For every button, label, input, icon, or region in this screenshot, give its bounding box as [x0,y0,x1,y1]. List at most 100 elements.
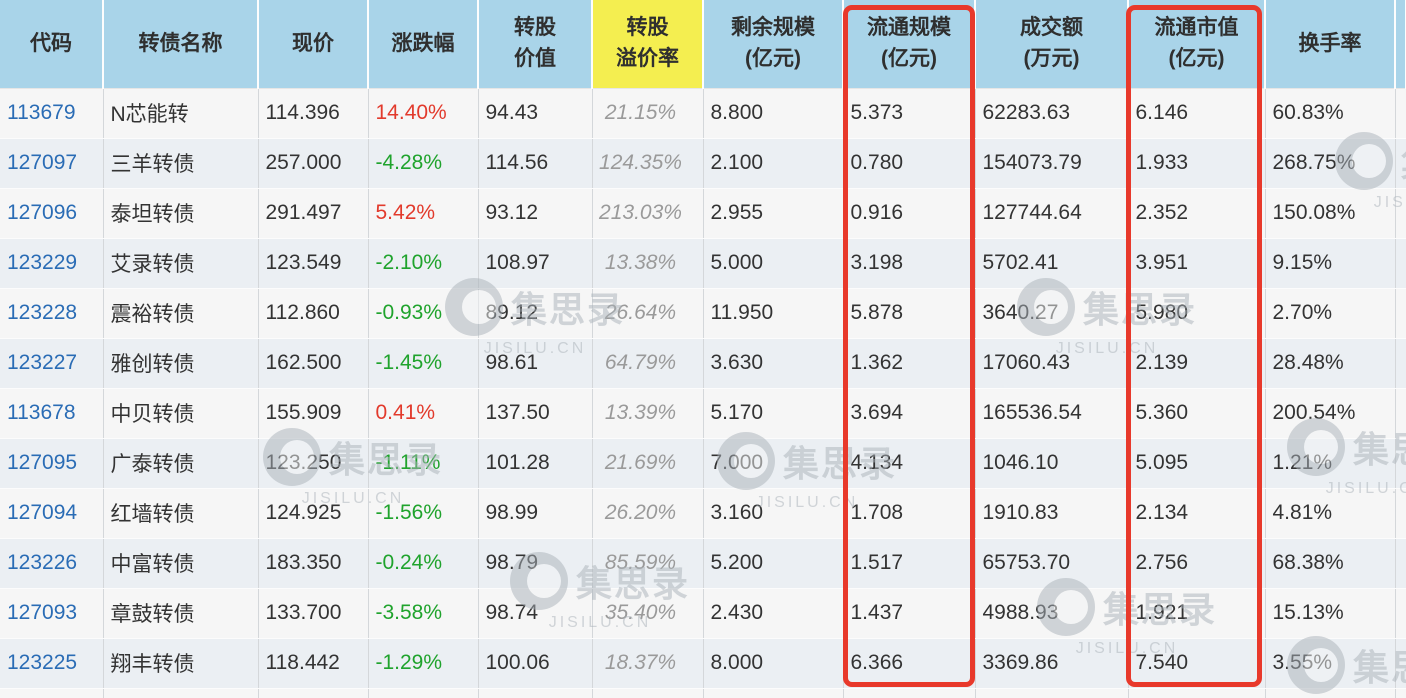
premium-rate-cell [592,688,704,698]
circulating-market-value-cell: 6.146 [1128,88,1266,139]
bond-code-link[interactable]: 113679 [0,88,104,139]
col-header-change[interactable]: 涨跌幅 [368,0,479,89]
change-cell: 0.41% [368,388,479,439]
price-cell: 155.909 [258,388,369,439]
price-cell: 114.396 [258,88,369,139]
conversion-value-cell: 98.99 [478,488,593,539]
table-row: 113678 中贝转债 155.909 0.41% 137.50 13.39% … [0,388,1406,439]
turnover-rate-cell: 268.75% [1265,138,1396,189]
turnover-rate-cell: 200.54% [1265,388,1396,439]
conversion-value-cell: 89.12 [478,288,593,339]
remaining-size-cell: 8.000 [703,638,844,689]
bond-code-link[interactable]: 123226 [0,538,104,589]
circulating-market-value-cell: 2.139 [1128,338,1266,389]
bond-code-link[interactable]: 123229 [0,238,104,289]
bond-name-cell: 翔丰转债 [103,638,259,689]
conversion-value-cell: 98.79 [478,538,593,589]
table-row: 123228 震裕转债 112.860 -0.93% 89.12 26.64% … [0,288,1406,339]
turnover-rate-cell: 1.21% [1265,438,1396,489]
clipped-cell [1395,88,1406,139]
clipped-cell [1395,588,1406,639]
circulating-size-cell: 3.694 [843,388,976,439]
circulating-market-value-cell: 5.095 [1128,438,1266,489]
circulating-size-cell: 1.437 [843,588,976,639]
turnover-rate-cell: 9.15% [1265,238,1396,289]
circulating-market-value-cell: 3.951 [1128,238,1266,289]
bond-name-cell: 中富转债 [103,538,259,589]
circulating-size-cell: 5.878 [843,288,976,339]
circulating-size-cell [843,688,976,698]
bond-code-link[interactable] [0,688,104,698]
price-cell: 123.549 [258,238,369,289]
col-header-turnover-amount[interactable]: 成交额 (万元) [975,0,1129,89]
circulating-size-cell: 4.134 [843,438,976,489]
table-row: 127094 红墙转债 124.925 -1.56% 98.99 26.20% … [0,488,1406,539]
bond-code-link[interactable]: 127095 [0,438,104,489]
change-cell: 5.42% [368,188,479,239]
bond-name-cell: 震裕转债 [103,288,259,339]
col-header-code[interactable]: 代码 [0,0,104,89]
change-cell: -1.29% [368,638,479,689]
price-cell: 118.442 [258,638,369,689]
price-cell [258,688,369,698]
price-cell: 133.700 [258,588,369,639]
bond-code-link[interactable]: 123227 [0,338,104,389]
premium-rate-cell: 64.79% [592,338,704,389]
col-header-circulating-market-value[interactable]: 流通市值 (亿元) [1128,0,1266,89]
change-cell: -1.11% [368,438,479,489]
change-cell [368,688,479,698]
clipped-cell [1395,688,1406,698]
col-header-premium-rate[interactable]: 转股 溢价率 [592,0,704,89]
turnover-amount-cell: 165536.54 [975,388,1129,439]
bond-code-link[interactable]: 123225 [0,638,104,689]
remaining-size-cell: 11.950 [703,288,844,339]
circulating-market-value-cell: 1.921 [1128,588,1266,639]
clipped-cell [1395,188,1406,239]
clipped-cell [1395,638,1406,689]
col-header-bond-name[interactable]: 转债名称 [103,0,259,89]
price-cell: 112.860 [258,288,369,339]
change-cell: -2.10% [368,238,479,289]
circulating-market-value-cell: 2.134 [1128,488,1266,539]
bond-code-link[interactable]: 123228 [0,288,104,339]
col-header-conversion-value[interactable]: 转股 价值 [478,0,593,89]
circulating-market-value-cell: 2.756 [1128,538,1266,589]
premium-rate-cell: 26.20% [592,488,704,539]
bond-name-cell [103,688,259,698]
col-header-remaining-size[interactable]: 剩余规模 (亿元) [703,0,844,89]
remaining-size-cell: 5.170 [703,388,844,439]
conversion-value-cell: 94.43 [478,88,593,139]
price-cell: 124.925 [258,488,369,539]
bond-code-link[interactable]: 127096 [0,188,104,239]
remaining-size-cell: 2.430 [703,588,844,639]
change-cell: -3.58% [368,588,479,639]
remaining-size-cell: 5.000 [703,238,844,289]
price-cell: 123.250 [258,438,369,489]
clipped-cell [1395,538,1406,589]
col-header-turnover-rate[interactable]: 换手率 [1265,0,1396,89]
premium-rate-cell: 13.38% [592,238,704,289]
bond-code-link[interactable]: 127097 [0,138,104,189]
col-header-price[interactable]: 现价 [258,0,369,89]
turnover-rate-cell: 150.08% [1265,188,1396,239]
premium-rate-cell: 35.40% [592,588,704,639]
circulating-market-value-cell: 5.980 [1128,288,1266,339]
bond-code-link[interactable]: 113678 [0,388,104,439]
premium-rate-cell: 124.35% [592,138,704,189]
circulating-market-value-cell: 7.540 [1128,638,1266,689]
clipped-cell [1395,438,1406,489]
remaining-size-cell: 8.800 [703,88,844,139]
bond-code-link[interactable]: 127094 [0,488,104,539]
turnover-rate-cell: 3.55% [1265,638,1396,689]
turnover-amount-cell: 65753.70 [975,538,1129,589]
table-row: 127095 广泰转债 123.250 -1.11% 101.28 21.69%… [0,438,1406,489]
conversion-value-cell: 98.61 [478,338,593,389]
bond-name-cell: 中贝转债 [103,388,259,439]
circulating-market-value-cell: 5.360 [1128,388,1266,439]
col-header-circulating-size[interactable]: 流通规模 (亿元) [843,0,976,89]
bond-code-link[interactable]: 127093 [0,588,104,639]
circulating-market-value-cell [1128,688,1266,698]
circulating-size-cell: 1.362 [843,338,976,389]
